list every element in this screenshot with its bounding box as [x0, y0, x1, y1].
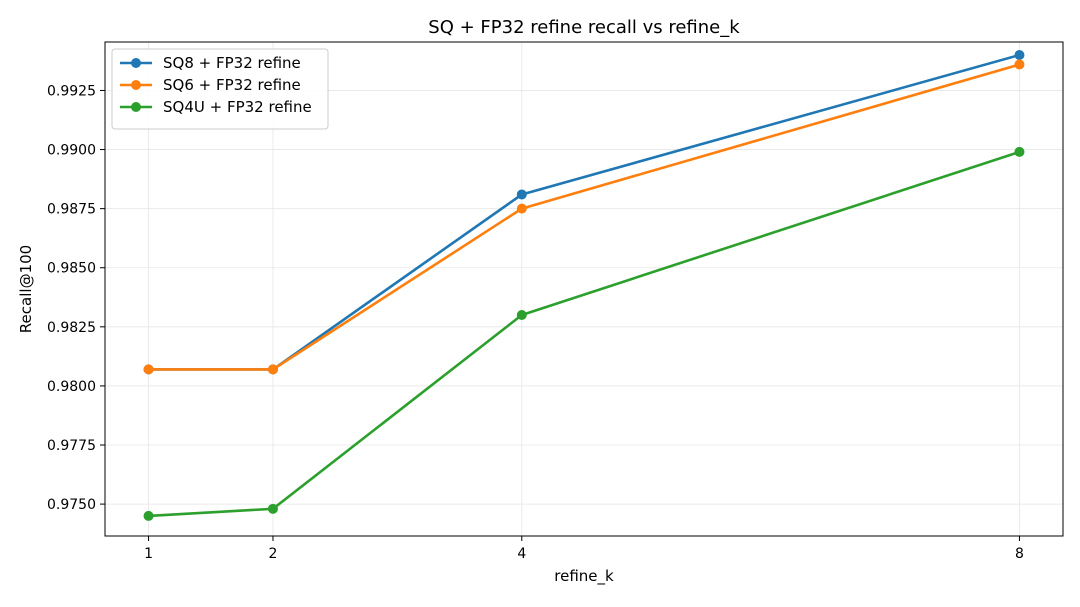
x-tick-label: 8	[1015, 546, 1024, 562]
data-point	[267, 364, 278, 375]
y-tick-label: 0.9800	[47, 379, 96, 395]
legend-label: SQ8 + FP32 refine	[163, 54, 301, 72]
series-layer	[143, 50, 1025, 521]
legend-swatch-marker	[131, 102, 141, 112]
legend-label: SQ4U + FP32 refine	[163, 98, 312, 116]
y-tick-label: 0.9825	[47, 320, 96, 336]
series-line	[148, 150, 1020, 518]
legend-item: SQ6 + FP32 refine	[120, 76, 301, 94]
data-point	[267, 503, 278, 514]
data-point	[516, 189, 527, 200]
y-tick-label: 0.9900	[47, 143, 96, 159]
legend-label: SQ6 + FP32 refine	[163, 76, 301, 94]
series-2	[143, 59, 1025, 375]
legend-item: SQ4U + FP32 refine	[120, 98, 312, 116]
x-tick-label: 2	[269, 546, 278, 562]
series-line	[148, 63, 1020, 371]
ticks: 1 2 4 8 0.9750 0.9775 0.9800 0.9825 0.9850 0.9875…	[47, 83, 1024, 562]
data-point	[1014, 50, 1025, 60]
chart-title: SQ + FP32 refine recall vs refine_k	[428, 17, 740, 38]
y-tick-label: 0.9875	[47, 202, 96, 218]
legend-swatch-marker	[131, 80, 141, 90]
y-tick-label: 0.9925	[47, 83, 96, 99]
y-tick-label: 0.9775	[47, 438, 96, 454]
data-point	[143, 364, 154, 375]
y-tick-label: 0.9750	[47, 497, 96, 513]
legend-swatch-marker	[131, 58, 141, 68]
data-point	[1014, 146, 1025, 157]
y-axis-label: Recall@100	[17, 245, 35, 333]
data-point	[516, 310, 527, 320]
data-point	[1014, 59, 1025, 70]
legend-item: SQ8 + FP32 refine	[120, 54, 301, 72]
legend: SQ8 + FP32 refine SQ6 + FP32 refine SQ4U +…	[111, 48, 329, 130]
data-point	[516, 203, 527, 214]
data-point	[143, 510, 154, 521]
x-tick-label: 4	[517, 546, 526, 562]
plot-frame	[104, 41, 1064, 537]
legend-box	[111, 48, 329, 130]
x-axis-label: refine_k	[554, 567, 614, 586]
series-3	[143, 146, 1025, 521]
x-tick-label: 1	[144, 546, 153, 562]
y-tick-label: 0.9850	[47, 261, 96, 277]
